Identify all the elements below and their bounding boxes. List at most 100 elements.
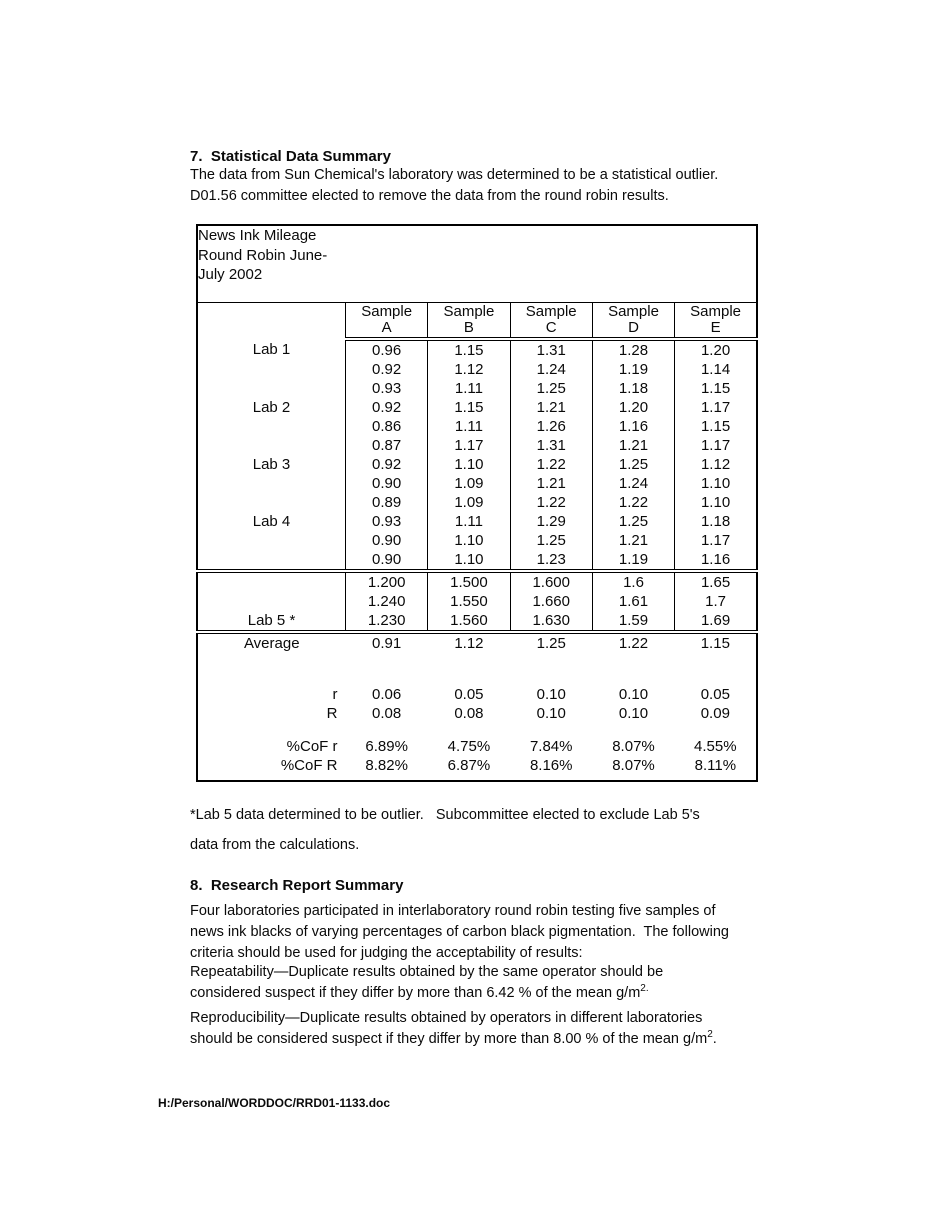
data-cell: 1.69 xyxy=(674,611,758,632)
table-footnote: *Lab 5 data determined to be outlier. Su… xyxy=(190,807,700,853)
data-cell: 0.92 xyxy=(345,455,429,474)
data-cell: 1.18 xyxy=(674,512,758,531)
data-cell: 1.12 xyxy=(674,455,758,474)
data-cell: 0.09 xyxy=(700,705,730,722)
data-cell: 1.20 xyxy=(674,339,758,360)
data-cell: 0.93 xyxy=(345,379,429,398)
data-cell: 0.06 xyxy=(372,686,402,703)
data-cell: 0.90 xyxy=(345,474,429,493)
data-cell: 8.07% xyxy=(612,738,655,755)
data-cell: 1.11 xyxy=(427,417,511,436)
row-label xyxy=(197,474,347,493)
row-label xyxy=(197,360,347,379)
data-cell: 1.14 xyxy=(674,360,758,379)
data-cell: 0.92 xyxy=(345,398,429,417)
lab-data-row: 0.90 1.10 1.25 1.21 1.17 xyxy=(197,531,758,550)
table-title-row: News Ink Mileage Round Robin June- July … xyxy=(197,225,757,303)
data-cell: 1.19 xyxy=(591,550,676,571)
data-cell: 1.15 xyxy=(674,379,758,398)
data-cell: 1.7 xyxy=(674,592,758,611)
data-cell: 1.12 xyxy=(427,360,511,379)
data-cell: 0.10 xyxy=(618,686,649,703)
data-cell: 1.09 xyxy=(427,474,511,493)
row-label: Lab 2 xyxy=(197,398,347,417)
cof-r-row: %CoF r 6.89% 4.75% 7.84% 8.07% 4.55% xyxy=(197,737,757,756)
row-label: Lab 4 xyxy=(197,512,347,531)
column-header: Sample D xyxy=(591,302,676,341)
row-label: %CoF r xyxy=(286,738,338,755)
data-cell: 1.21 xyxy=(509,474,593,493)
data-cell: 1.29 xyxy=(509,512,593,531)
data-cell: 0.87 xyxy=(345,436,429,455)
repeatability-r-row: r 0.06 0.05 0.10 0.10 0.05 xyxy=(197,685,757,704)
data-cell: 4.55% xyxy=(694,738,737,755)
data-cell: 1.660 xyxy=(509,592,593,611)
data-cell: 0.05 xyxy=(700,686,730,703)
repeatability-text: Repeatability—Duplicate results obtained… xyxy=(190,964,664,1001)
data-cell: 1.18 xyxy=(591,379,676,398)
data-cell: 1.26 xyxy=(509,417,593,436)
column-header: Sample C xyxy=(509,302,593,341)
data-cell: 1.22 xyxy=(509,493,593,512)
data-cell: 0.08 xyxy=(454,705,484,722)
column-header: Sample B xyxy=(427,302,511,341)
row-label: r xyxy=(332,686,338,703)
data-cell: 1.10 xyxy=(427,531,511,550)
data-cell: 0.89 xyxy=(345,493,429,512)
data-cell: 1.240 xyxy=(345,592,429,611)
data-cell: 6.89% xyxy=(365,738,408,755)
column-header-row: Sample A Sample B Sample C Sample D Sample E xyxy=(197,302,758,341)
data-cell: 1.500 xyxy=(427,569,511,592)
spacer-cell xyxy=(197,723,757,737)
data-cell: 1.10 xyxy=(427,550,511,571)
column-header: Sample E xyxy=(674,302,758,341)
data-cell: 1.31 xyxy=(509,339,593,360)
lab-data-row: 0.90 1.09 1.21 1.24 1.10 xyxy=(197,474,758,493)
superscript-2: 2. xyxy=(640,983,649,995)
lab-data-row: 0.92 1.12 1.24 1.19 1.14 xyxy=(197,360,758,379)
spacer-row xyxy=(197,653,757,685)
row-label xyxy=(197,569,347,592)
data-cell: 0.92 xyxy=(345,360,429,379)
row-label xyxy=(197,493,347,512)
row-label xyxy=(197,531,347,550)
data-cell: 6.87% xyxy=(447,757,491,774)
data-cell: 1.630 xyxy=(509,611,593,632)
lab5-results-section: 1.200 1.500 1.600 1.6 1.65 1.240 1.550 1.660 1.6… xyxy=(197,569,758,632)
data-cell: 8.11% xyxy=(694,757,737,774)
lab-data-row: 0.89 1.09 1.22 1.22 1.10 xyxy=(197,493,758,512)
data-cell: 1.24 xyxy=(591,474,676,493)
data-cell: 1.6 xyxy=(591,569,676,592)
data-cell: 1.31 xyxy=(509,436,593,455)
lab5-data-row: Lab 5 * 1.230 1.560 1.630 1.59 1.69 xyxy=(197,611,758,632)
data-cell: 1.17 xyxy=(674,436,758,455)
data-cell: 1.10 xyxy=(674,493,758,512)
data-cell: 1.23 xyxy=(509,550,593,571)
data-cell: 0.93 xyxy=(345,512,429,531)
data-cell: 0.96 xyxy=(345,339,429,360)
repeatability-paragraph: Repeatability—Duplicate results obtained… xyxy=(190,962,820,1004)
data-cell: 1.550 xyxy=(427,592,511,611)
data-cell: 8.07% xyxy=(612,757,655,774)
superscript-2: 2 xyxy=(707,1029,713,1041)
reproducibility-paragraph: Reproducibility—Duplicate results obtain… xyxy=(190,1008,820,1050)
data-cell: 0.10 xyxy=(536,705,566,722)
data-cell: 1.230 xyxy=(345,611,429,632)
data-cell: 1.25 xyxy=(591,512,676,531)
reproducibility-text: Reproducibility—Duplicate results obtain… xyxy=(190,1010,708,1047)
data-cell: 8.82% xyxy=(365,757,408,774)
row-label: Average xyxy=(197,630,346,653)
data-cell: 0.08 xyxy=(372,705,402,722)
lab-data-row: Lab 3 0.92 1.10 1.22 1.25 1.12 xyxy=(197,455,758,474)
data-cell: 1.25 xyxy=(510,630,593,653)
cof-R-row: %CoF R 8.82% 6.87% 8.16% 8.07% 8.11% xyxy=(197,756,757,781)
data-cell: 4.75% xyxy=(447,738,491,755)
data-cell: 0.91 xyxy=(345,630,428,653)
row-label: Lab 1 xyxy=(197,339,347,360)
data-cell: 1.200 xyxy=(345,569,429,592)
data-cell: 0.90 xyxy=(345,531,429,550)
lab-data-row: 0.86 1.11 1.26 1.16 1.15 xyxy=(197,417,758,436)
data-cell: 1.22 xyxy=(509,455,593,474)
data-cell: 1.17 xyxy=(674,531,758,550)
